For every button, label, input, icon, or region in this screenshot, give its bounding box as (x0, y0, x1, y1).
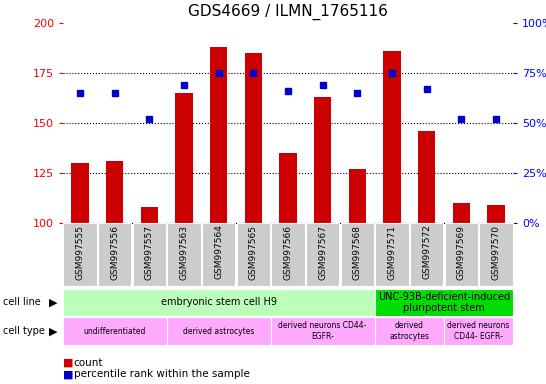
Bar (72, 163, 89, 223)
Bar (349, 169, 366, 223)
Text: ▶: ▶ (49, 326, 58, 336)
Bar (271, 223, 305, 286)
Text: GSM997566: GSM997566 (283, 225, 293, 280)
Bar (383, 51, 401, 223)
Text: GSM997572: GSM997572 (422, 225, 431, 280)
Bar (63, 317, 167, 345)
Bar (175, 93, 193, 223)
Bar (280, 153, 296, 223)
Text: ▶: ▶ (49, 297, 58, 308)
Text: count: count (74, 358, 103, 368)
Bar (375, 223, 408, 286)
Bar (133, 223, 166, 286)
Bar (375, 317, 444, 345)
Bar (141, 207, 158, 223)
Bar (410, 223, 443, 286)
Text: GSM997565: GSM997565 (249, 225, 258, 280)
Bar (98, 223, 132, 286)
Text: GSM997569: GSM997569 (457, 225, 466, 280)
Text: ■: ■ (63, 358, 73, 368)
Bar (487, 205, 505, 223)
Bar (202, 223, 235, 286)
Bar (418, 131, 435, 223)
Text: GSM997557: GSM997557 (145, 225, 154, 280)
Text: GSM997555: GSM997555 (75, 225, 85, 280)
Bar (444, 317, 513, 345)
Text: GSM997567: GSM997567 (318, 225, 327, 280)
Bar (453, 203, 470, 223)
Text: cell line: cell line (3, 297, 40, 308)
Bar (314, 97, 331, 223)
Bar (168, 223, 201, 286)
Title: GDS4669 / ILMN_1765116: GDS4669 / ILMN_1765116 (188, 4, 388, 20)
Text: GSM997571: GSM997571 (388, 225, 396, 280)
Text: derived astrocytes: derived astrocytes (183, 327, 254, 336)
Text: derived
astrocytes: derived astrocytes (389, 321, 429, 341)
Bar (245, 53, 262, 223)
Bar (167, 317, 271, 345)
Bar (479, 223, 513, 286)
Bar (271, 317, 375, 345)
Text: GSM997564: GSM997564 (214, 225, 223, 280)
Text: UNC-93B-deficient-induced
pluripotent stem: UNC-93B-deficient-induced pluripotent st… (378, 291, 510, 313)
Bar (237, 223, 270, 286)
Bar (306, 223, 339, 286)
Bar (375, 289, 513, 316)
Text: embryonic stem cell H9: embryonic stem cell H9 (161, 297, 277, 308)
Bar (106, 161, 123, 223)
Text: percentile rank within the sample: percentile rank within the sample (74, 369, 250, 379)
Text: GSM997563: GSM997563 (180, 225, 188, 280)
Bar (444, 223, 478, 286)
Text: undifferentiated: undifferentiated (84, 327, 146, 336)
Bar (63, 289, 375, 316)
Text: GSM997570: GSM997570 (491, 225, 501, 280)
Bar (210, 47, 227, 223)
Text: cell type: cell type (3, 326, 45, 336)
Text: derived neurons
CD44- EGFR-: derived neurons CD44- EGFR- (447, 321, 510, 341)
Bar (63, 223, 97, 286)
Text: ■: ■ (63, 369, 73, 379)
Text: derived neurons CD44-
EGFR-: derived neurons CD44- EGFR- (278, 321, 367, 341)
Text: GSM997556: GSM997556 (110, 225, 119, 280)
Bar (341, 223, 374, 286)
Text: GSM997568: GSM997568 (353, 225, 362, 280)
